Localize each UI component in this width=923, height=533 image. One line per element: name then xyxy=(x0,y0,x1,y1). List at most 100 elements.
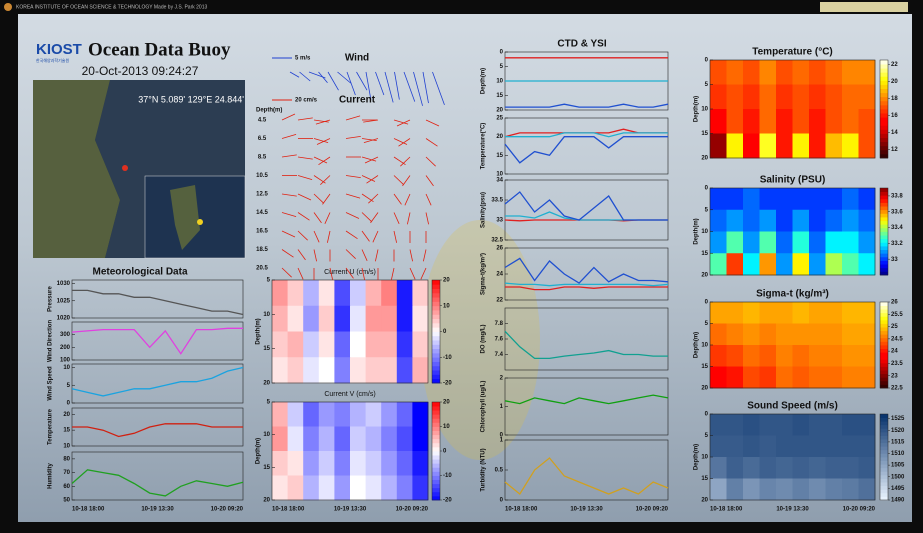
y-tick-label: 15 xyxy=(496,153,503,159)
wind-vector xyxy=(318,71,328,83)
colorbar-label: 1520 xyxy=(891,428,905,434)
buoy-photo xyxy=(420,220,540,460)
wind-vector xyxy=(356,71,368,91)
current-vector xyxy=(297,156,313,160)
heat-cell xyxy=(759,323,777,346)
colorbar-swatch xyxy=(880,474,888,479)
heat-cell xyxy=(776,60,793,85)
y-tick-label: 20 xyxy=(496,134,503,140)
datetime: 20-Oct-2013 09:24:27 xyxy=(82,64,199,78)
colorbar-swatch xyxy=(432,402,440,407)
current-vector xyxy=(297,249,306,261)
colorbar-label: 18 xyxy=(891,96,898,102)
colorbar-swatch xyxy=(432,483,440,489)
colorbar-swatch xyxy=(880,421,888,426)
data-line xyxy=(504,394,669,405)
heat-cell xyxy=(842,323,859,346)
plot-title: Current V (cm/s) xyxy=(324,391,375,398)
colorbar-swatch xyxy=(880,442,888,447)
y-tick-label: 20 xyxy=(63,412,70,418)
heat-cell xyxy=(825,109,843,134)
colorbar-label: 24.5 xyxy=(891,336,903,342)
depth-label: 10.5 xyxy=(256,173,268,179)
heat-cell xyxy=(842,366,859,389)
current-vector xyxy=(361,212,372,222)
current-vector xyxy=(345,193,361,199)
inset-marker xyxy=(197,219,203,225)
colorbar-label: 10 xyxy=(443,303,450,309)
heat-cell xyxy=(743,414,760,436)
window-controls[interactable] xyxy=(820,2,908,12)
y-tick-label: 0 xyxy=(705,412,709,418)
colorbar-swatch xyxy=(880,446,888,451)
colorbar-label: -20 xyxy=(443,498,452,504)
heat-cell xyxy=(792,435,810,458)
heat-cell xyxy=(792,231,810,254)
colorbar-swatch xyxy=(432,322,440,328)
current-vector xyxy=(400,156,411,167)
colorbar-swatch xyxy=(880,327,888,332)
heat-cell xyxy=(412,280,429,307)
y-tick-label: 50 xyxy=(63,498,70,504)
heat-cell xyxy=(825,209,843,232)
colorbar-swatch xyxy=(432,487,440,493)
y-tick-label: 0 xyxy=(705,300,709,306)
colorbar-swatch xyxy=(880,305,888,310)
plot-frame xyxy=(71,321,244,361)
x-tick-label: 10-18 18:00 xyxy=(710,507,743,513)
colorbar-swatch xyxy=(880,227,888,232)
current-vector xyxy=(318,156,331,166)
heat-cell xyxy=(759,253,777,276)
colorbar-swatch xyxy=(432,378,440,384)
current-vector xyxy=(281,230,296,238)
heat-cell xyxy=(809,414,826,436)
heat-cell xyxy=(842,435,859,458)
heat-cell xyxy=(792,323,810,346)
heat-cell xyxy=(396,357,413,384)
plot-frame xyxy=(504,117,669,175)
current-vector xyxy=(425,212,429,225)
colorbar-swatch xyxy=(432,491,440,497)
y-tick-label: 10 xyxy=(496,172,503,178)
colorbar-label: -10 xyxy=(443,473,452,479)
current-vector xyxy=(322,193,331,205)
current-vector xyxy=(313,138,329,143)
colorbar-swatch xyxy=(432,318,440,324)
y-tick-label: 0 xyxy=(705,186,709,192)
x-tick-label: 10-19 13:30 xyxy=(570,507,603,513)
colorbar-swatch xyxy=(880,100,888,106)
colorbar-swatch xyxy=(880,431,888,436)
heat-cell xyxy=(776,231,793,254)
colorbar-swatch xyxy=(432,434,440,440)
heat-cell xyxy=(381,357,398,384)
colorbar-swatch xyxy=(880,316,888,321)
colorbar-swatch xyxy=(432,370,440,375)
x-tick-label: 10-20 09:20 xyxy=(843,507,876,513)
colorbar-swatch xyxy=(880,202,888,207)
colorbar-swatch xyxy=(880,235,888,240)
heat-cell xyxy=(381,305,398,332)
current-vector xyxy=(404,193,411,206)
current-vector xyxy=(425,138,438,147)
y-tick-label: 5 xyxy=(705,321,709,327)
heat-cell xyxy=(842,84,859,110)
y-tick-label: 15 xyxy=(701,131,708,137)
colorbar-swatch xyxy=(880,312,888,317)
colorbar-swatch xyxy=(880,125,888,130)
heat-cell xyxy=(381,475,398,501)
y-axis-label: Salinity(psu) xyxy=(481,192,487,228)
heat-cell xyxy=(776,209,793,232)
y-tick-label: 33.5 xyxy=(491,198,503,204)
heat-cell xyxy=(710,231,727,254)
plot-frame xyxy=(504,179,669,241)
colorbar-swatch xyxy=(432,442,440,448)
colorbar-swatch xyxy=(880,271,888,276)
colorbar-label: 1510 xyxy=(891,451,905,457)
y-tick-label: 0 xyxy=(500,498,504,504)
heat-cell xyxy=(710,188,727,211)
heat-cell xyxy=(726,323,744,346)
y-tick-label: 22 xyxy=(496,298,503,304)
heat-cell xyxy=(809,133,826,159)
x-tick-label: 10-20 09:20 xyxy=(396,507,429,513)
colorbar-swatch xyxy=(880,188,888,193)
